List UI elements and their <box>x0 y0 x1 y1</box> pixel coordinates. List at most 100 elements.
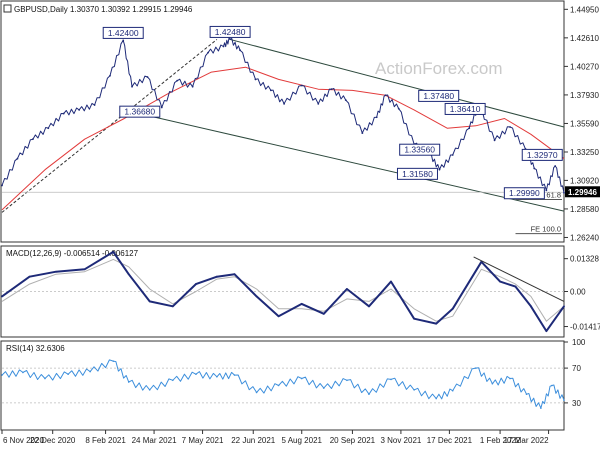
price-callout-label: 1.32970 <box>527 150 558 160</box>
price-point <box>239 49 241 52</box>
price-point <box>207 51 209 54</box>
price-point <box>254 78 257 81</box>
price-point <box>47 127 50 130</box>
price-point <box>361 132 364 134</box>
price-y-tick-label: 1.30920 <box>570 176 599 185</box>
price-point <box>509 126 511 128</box>
macd-point <box>55 270 57 273</box>
price-point <box>109 74 111 77</box>
rsi-point <box>195 373 197 375</box>
price-point <box>222 45 225 48</box>
macd-point <box>215 275 218 278</box>
price-point <box>1 184 3 187</box>
x-tick-label: 22 Dec 2020 <box>30 436 76 445</box>
rsi-point <box>435 397 437 400</box>
price-callout-label: 1.42400 <box>108 28 139 38</box>
price-point <box>438 168 441 171</box>
macd-point <box>563 305 565 308</box>
macd-point <box>300 302 303 305</box>
macd-point <box>127 273 130 276</box>
macd-point <box>451 307 454 310</box>
price-point <box>317 102 320 105</box>
rsi-point <box>67 373 69 375</box>
price-callout-box <box>102 26 144 39</box>
price-point <box>451 154 454 156</box>
macd-point <box>148 300 151 303</box>
x-tick-label: 17 Dec 2021 <box>427 436 473 445</box>
price-point <box>375 116 378 119</box>
macd-point <box>368 305 370 308</box>
price-point <box>229 38 232 41</box>
price-point <box>31 138 34 141</box>
macd-point <box>83 268 86 271</box>
macd-point <box>195 283 197 285</box>
macd-point <box>390 280 392 283</box>
rsi-point <box>509 377 511 380</box>
price-point <box>146 76 149 78</box>
rsi-point <box>300 377 303 380</box>
macd-point <box>435 322 438 325</box>
rsi-point <box>22 371 24 374</box>
x-tick-label: 3 Nov 2021 <box>380 436 421 445</box>
price-callout-label: 1.29990 <box>509 188 540 198</box>
rsi-point <box>475 367 477 369</box>
macd-point <box>346 288 348 290</box>
symbol-marker-icon <box>3 4 12 13</box>
rsi-point <box>89 370 91 373</box>
price-callout-box <box>209 25 251 38</box>
macd-point <box>28 275 31 278</box>
macd-trendline <box>473 256 565 302</box>
x-tick-label: 20 Sep 2021 <box>330 436 376 445</box>
price-callout-label: 1.33560 <box>404 145 435 155</box>
rsi-point <box>148 389 151 391</box>
rsi-point <box>451 389 454 392</box>
price-point <box>493 139 496 142</box>
rsi-point <box>112 360 115 362</box>
price-callout-label: 1.42480 <box>215 27 246 37</box>
rsi-point <box>551 384 553 387</box>
rsi-point <box>540 407 542 409</box>
price-callout-label: 1.36410 <box>450 104 481 114</box>
price-callout-label: 1.36680 <box>124 107 155 117</box>
macd-point <box>233 273 236 276</box>
price-point <box>545 189 548 192</box>
rsi-point <box>233 374 236 376</box>
x-tick-label: 7 May 2021 <box>182 436 224 445</box>
rsi-y-tick-label: 100 <box>572 338 586 347</box>
price-point <box>160 106 163 109</box>
price-y-tick-label: 1.35590 <box>570 119 599 128</box>
fib-label: FE 61.8 <box>535 191 561 200</box>
x-tick-label: 22 Jun 2021 <box>231 436 276 445</box>
price-point <box>300 84 303 87</box>
price-point <box>397 107 400 110</box>
macd-point <box>413 317 416 320</box>
price-point <box>131 85 133 88</box>
price-point <box>563 191 565 194</box>
last-price-value: 1.29946 <box>568 188 597 197</box>
price-point <box>16 157 19 160</box>
macd-point <box>530 305 532 308</box>
macd-point <box>322 312 325 315</box>
rsi-point <box>172 379 174 382</box>
price-point <box>344 99 347 102</box>
price-callout-box <box>503 187 545 200</box>
last-price-tag <box>565 186 600 198</box>
price-callout-label: 1.37480 <box>423 91 454 101</box>
x-tick-label: 17 Mar 2022 <box>504 436 549 445</box>
x-tick-label: 6 Nov 2020 <box>3 436 44 445</box>
price-y-tick-label: 1.44950 <box>570 5 599 14</box>
price-y-tick-label: 1.40270 <box>570 62 599 71</box>
price-callout-box <box>119 105 161 118</box>
price-point <box>554 165 557 167</box>
price-point <box>468 127 471 130</box>
price-y-tick-label: 1.42610 <box>570 34 599 43</box>
x-tick-label: 5 Aug 2021 <box>281 436 322 445</box>
rsi-point <box>44 377 46 380</box>
rsi-point <box>127 381 130 383</box>
macd-point <box>1 295 3 298</box>
price-y-tick-label: 1.33250 <box>570 148 599 157</box>
rsi-y-tick-label: 30 <box>572 399 581 408</box>
price-point <box>191 85 194 88</box>
macd-point <box>255 295 258 298</box>
